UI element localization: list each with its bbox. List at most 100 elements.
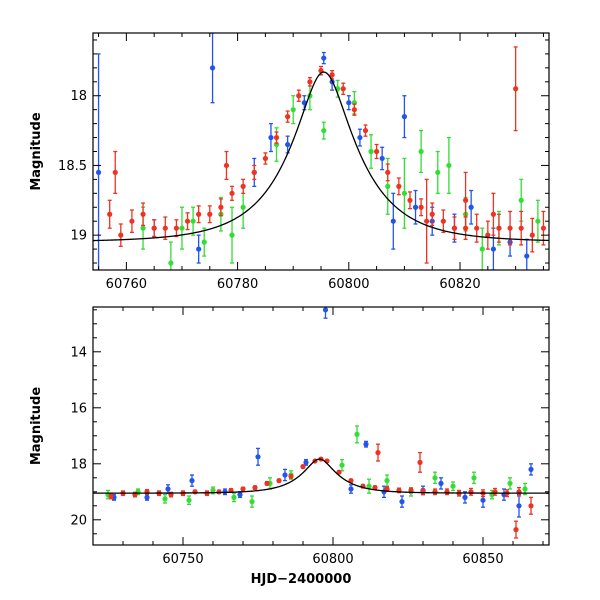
top-data-point [118, 232, 124, 238]
top-data-point [401, 190, 408, 196]
top-data-point [513, 86, 519, 92]
top-data-point [240, 183, 246, 189]
top-data-point [162, 225, 168, 231]
bottom-data-point [348, 486, 354, 492]
top-data-point [95, 169, 102, 176]
top-data-point [273, 134, 280, 141]
bottom-data-point [444, 489, 450, 495]
top-data-point [451, 225, 458, 231]
top-data-point [468, 204, 474, 210]
top-data-point [379, 155, 385, 162]
top-series-1 [140, 79, 541, 270]
top-data-point [440, 218, 446, 224]
bottom-data-point [237, 492, 243, 498]
top-data-point [229, 190, 235, 196]
top-data-point [296, 93, 302, 99]
bottom-data-point [216, 489, 222, 495]
bottom-data-point [438, 480, 444, 486]
top-data-point [418, 148, 424, 155]
bottom-data-point [522, 486, 528, 492]
top-data-point [507, 225, 513, 231]
top-data-point [340, 86, 346, 92]
top-data-point [424, 218, 430, 224]
bottom-data-point [366, 483, 372, 489]
bottom-data-point [282, 472, 288, 478]
top-data-point [351, 107, 357, 113]
bottom-data-point [432, 475, 438, 481]
top-data-point [190, 218, 196, 224]
bottom-data-point [249, 499, 255, 505]
top-data-point [412, 204, 419, 210]
bottom-panel: 60750 60800 60850 14 16 18 20 Magnitude HJD−2400… [29, 306, 550, 587]
top-data-point [196, 246, 202, 252]
bottom-data-point [384, 486, 390, 492]
bottom-data-point [264, 480, 270, 486]
top-data-point [262, 155, 268, 162]
bottom-data-point [513, 527, 519, 533]
top-x-tick-label: 60780 [217, 277, 258, 292]
top-data-point [368, 148, 374, 155]
top-data-point [107, 211, 113, 217]
top-model-curve [93, 71, 549, 242]
top-data-point [385, 169, 391, 176]
bottom-data-point [516, 503, 522, 509]
bottom-x-tick-label: 60750 [162, 552, 203, 567]
top-data-point [321, 127, 327, 134]
bottom-data-point [417, 459, 423, 465]
top-data-point [168, 260, 174, 266]
top-data-point [229, 232, 235, 238]
top-data-point [151, 225, 157, 231]
bottom-data-point [462, 494, 468, 500]
top-y-tick-label: 19 [70, 229, 87, 244]
bottom-x-tick-label: 60800 [312, 552, 353, 567]
top-data-point [201, 239, 207, 245]
bottom-y-axis-title: Magnitude [29, 387, 44, 466]
bottom-series-2 [108, 443, 534, 539]
top-data-point [490, 246, 496, 252]
top-data-point [401, 114, 408, 120]
bottom-x-axis-title: HJD−2400000 [251, 572, 352, 587]
top-data-point [307, 79, 313, 85]
top-data-point [140, 211, 146, 217]
top-data-point [251, 169, 257, 176]
top-y-tick-label: 18.5 [58, 159, 87, 174]
top-data-point [462, 197, 469, 203]
bottom-data-point [375, 450, 381, 456]
bottom-y-tick-label: 20 [70, 513, 87, 528]
top-panel: 60760 60780 60800 60820 18 18.5 19 Magnitude [29, 32, 550, 292]
top-x-tick-label: 60760 [106, 277, 147, 292]
bottom-model-curve [93, 458, 549, 494]
top-data-point [474, 225, 480, 231]
top-data-point [218, 204, 224, 210]
bottom-x-tick-label: 60850 [462, 552, 503, 567]
top-x-tick-label: 60820 [439, 277, 480, 292]
bottom-data-point [363, 441, 369, 447]
top-data-point [140, 225, 146, 231]
bottom-data-point [471, 475, 477, 481]
top-data-point [446, 162, 452, 169]
top-data-point [496, 225, 502, 231]
bottom-data-point [240, 486, 246, 492]
top-data-point [268, 134, 274, 141]
top-data-point [209, 65, 216, 71]
top-data-point [518, 225, 524, 231]
top-data-point [240, 204, 246, 210]
top-data-point [390, 218, 396, 224]
top-data-point [290, 107, 296, 113]
top-data-point [321, 55, 327, 61]
top-plot-area [93, 33, 549, 270]
top-data-point [285, 141, 291, 148]
top-data-point [479, 246, 485, 252]
bottom-data-point [528, 466, 534, 472]
bottom-data-point [231, 494, 237, 500]
top-data-point [374, 148, 380, 155]
bottom-data-point [162, 496, 168, 502]
top-data-point [184, 218, 191, 224]
top-data-point [418, 204, 424, 210]
bottom-axes-frame [92, 306, 550, 546]
bottom-data-point [144, 494, 150, 500]
top-data-point [396, 183, 402, 189]
top-data-point [207, 211, 213, 217]
bottom-data-point [192, 489, 198, 495]
